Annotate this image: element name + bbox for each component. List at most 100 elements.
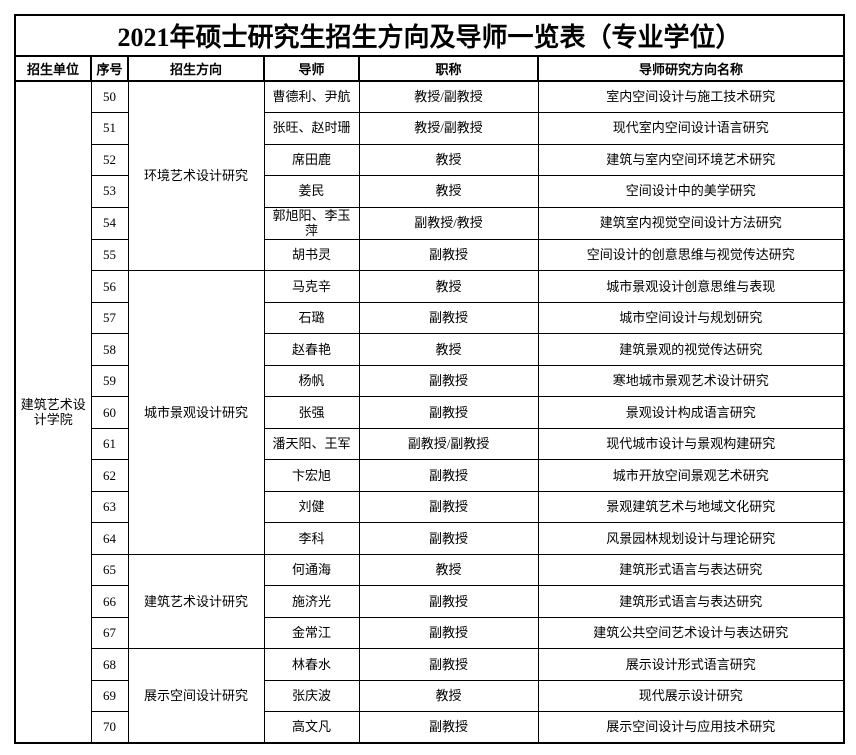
supervisor-cell: 金常江 [263, 616, 360, 650]
row-number-cell: 63 [90, 490, 129, 524]
table-row: 56 城市景观设计研究 马克辛 教授 城市景观设计创意思维与表现 [15, 270, 845, 555]
job-title-cell: 副教授 [358, 238, 539, 272]
supervisor-cell: 杨帆 [263, 364, 360, 398]
job-title-cell: 副教授/教授 [358, 206, 539, 240]
admission-direction-cell: 建筑艺术设计研究 [127, 553, 265, 650]
header-research-direction: 导师研究方向名称 [536, 55, 846, 82]
supervisor-cell: 马克辛 [263, 270, 360, 303]
table-row: 70 高文凡 副教授 展示空间设计与应用技术研究 [15, 711, 845, 744]
job-title-cell: 副教授 [358, 459, 539, 492]
job-title-cell: 副教授/副教授 [358, 427, 539, 461]
job-title-cell: 教授 [358, 143, 539, 176]
supervisor-cell: 胡书灵 [263, 238, 360, 272]
job-title-cell: 教授 [358, 553, 539, 587]
supervisor-cell: 张强 [263, 396, 360, 429]
job-title-cell: 副教授 [358, 711, 539, 744]
job-title-cell: 教授 [358, 175, 539, 208]
row-number-cell: 54 [90, 206, 129, 240]
supervisor-cell: 张旺、赵时珊 [263, 112, 360, 145]
research-direction-cell: 建筑公共空间艺术设计与表达研究 [537, 616, 845, 650]
admission-direction-cell: 城市景观设计研究 [127, 270, 265, 555]
row-number-cell: 67 [90, 616, 129, 650]
job-title-cell: 副教授 [358, 396, 539, 429]
research-direction-cell: 展示设计形式语言研究 [537, 648, 845, 681]
job-title-cell: 教授 [358, 679, 539, 713]
row-number-cell: 56 [90, 270, 129, 303]
header-admission-unit: 招生单位 [14, 55, 92, 82]
admission-direction-cell: 展示空间设计研究 [127, 648, 265, 744]
job-title-cell: 副教授 [358, 364, 539, 398]
row-number-cell: 58 [90, 333, 129, 366]
research-direction-cell: 城市景观设计创意思维与表现 [537, 270, 845, 303]
table-row: 60 张强 副教授 景观设计构成语言研究 [15, 396, 845, 429]
job-title-cell: 副教授 [358, 616, 539, 650]
admission-direction-cell: 环境艺术设计研究 [127, 80, 265, 272]
research-direction-cell: 现代城市设计与景观构建研究 [537, 427, 845, 461]
row-number-cell: 61 [90, 427, 129, 461]
research-direction-cell: 建筑室内视觉空间设计方法研究 [537, 206, 845, 240]
research-direction-cell: 建筑形式语言与表达研究 [537, 585, 845, 618]
research-direction-cell: 风景园林规划设计与理论研究 [537, 522, 845, 555]
row-number-cell: 59 [90, 364, 129, 398]
research-direction-cell: 空间设计中的美学研究 [537, 175, 845, 208]
row-number-cell: 52 [90, 143, 129, 176]
research-direction-cell: 景观建筑艺术与地域文化研究 [537, 490, 845, 524]
job-title-cell: 副教授 [358, 490, 539, 524]
row-number-cell: 66 [90, 585, 129, 618]
research-direction-cell: 现代室内空间设计语言研究 [537, 112, 845, 145]
job-title-cell: 副教授 [358, 522, 539, 555]
header-serial-number: 序号 [90, 55, 129, 82]
job-title-cell: 副教授 [358, 585, 539, 618]
table-row: 63 刘健 副教授 景观建筑艺术与地域文化研究 [15, 490, 845, 524]
title-row: 2021年硕士研究生招生方向及导师一览表（专业学位） [14, 14, 845, 57]
row-number-cell: 50 [90, 80, 129, 113]
table-row: 67 金常江 副教授 建筑公共空间艺术设计与表达研究 [15, 616, 845, 650]
table-row: 57 石璐 副教授 城市空间设计与规划研究 [15, 301, 845, 335]
table-row: 58 赵春艳 教授 建筑景观的视觉传达研究 [15, 333, 845, 366]
research-direction-cell: 寒地城市景观艺术设计研究 [537, 364, 845, 398]
table-row: 52 席田鹿 教授 建筑与室内空间环境艺术研究 [15, 143, 845, 176]
table-row: 53 姜民 教授 空间设计中的美学研究 [15, 175, 845, 208]
page-title: 2021年硕士研究生招生方向及导师一览表（专业学位） [14, 14, 845, 57]
roster-sheet: 2021年硕士研究生招生方向及导师一览表（专业学位） 招生单位 序号 招生方向 … [14, 14, 846, 745]
supervisor-cell: 曹德利、尹航 [263, 80, 360, 113]
job-title-cell: 教授/副教授 [358, 80, 539, 113]
table-row: 54 郭旭阳、李玉萍 副教授/教授 建筑室内视觉空间设计方法研究 [15, 206, 845, 240]
table-row: 62 卞宏旭 副教授 城市开放空间景观艺术研究 [15, 459, 845, 492]
row-number-cell: 69 [90, 679, 129, 713]
job-title-cell: 教授 [358, 270, 539, 303]
row-number-cell: 62 [90, 459, 129, 492]
research-direction-cell: 现代展示设计研究 [537, 679, 845, 713]
research-direction-cell: 景观设计构成语言研究 [537, 396, 845, 429]
research-direction-cell: 室内空间设计与施工技术研究 [537, 80, 845, 113]
row-number-cell: 57 [90, 301, 129, 335]
research-direction-cell: 建筑景观的视觉传达研究 [537, 333, 845, 366]
row-number-cell: 55 [90, 238, 129, 272]
supervisor-cell: 姜民 [263, 175, 360, 208]
supervisor-cell: 何通海 [263, 553, 360, 587]
job-title-cell: 副教授 [358, 301, 539, 335]
table-row: 59 杨帆 副教授 寒地城市景观艺术设计研究 [15, 364, 845, 398]
table-row: 51 张旺、赵时珊 教授/副教授 现代室内空间设计语言研究 [15, 112, 845, 145]
table-row: 65 建筑艺术设计研究 何通海 教授 建筑形式语言与表达研究 [15, 553, 845, 650]
supervisor-cell: 潘天阳、王军 [263, 427, 360, 461]
supervisor-cell: 高文凡 [263, 711, 360, 744]
supervisor-cell: 张庆波 [263, 679, 360, 713]
header-supervisor: 导师 [263, 55, 360, 82]
row-number-cell: 70 [90, 711, 129, 744]
research-direction-cell: 建筑与室内空间环境艺术研究 [537, 143, 845, 176]
job-title-cell: 教授 [358, 333, 539, 366]
row-number-cell: 53 [90, 175, 129, 208]
row-number-cell: 68 [90, 648, 129, 681]
header-job-title: 职称 [358, 55, 539, 82]
supervisor-cell: 席田鹿 [263, 143, 360, 176]
supervisor-cell: 施济光 [263, 585, 360, 618]
table-row: 55 胡书灵 副教授 空间设计的创意思维与视觉传达研究 [15, 238, 845, 272]
row-number-cell: 65 [90, 553, 129, 587]
table-row: 69 张庆波 教授 现代展示设计研究 [15, 679, 845, 713]
admission-unit-cell: 建筑艺术设计学院 [14, 80, 92, 744]
supervisor-roster-table: 2021年硕士研究生招生方向及导师一览表（专业学位） 招生单位 序号 招生方向 … [14, 14, 846, 745]
supervisor-cell: 李科 [263, 522, 360, 555]
supervisor-cell: 郭旭阳、李玉萍 [263, 206, 360, 240]
supervisor-cell: 刘健 [263, 490, 360, 524]
